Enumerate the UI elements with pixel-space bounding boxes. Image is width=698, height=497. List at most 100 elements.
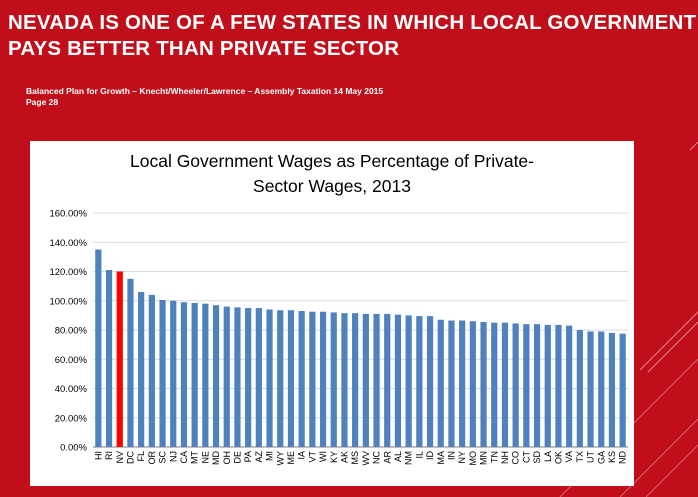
x-tick-label: NV	[115, 451, 125, 464]
x-tick-label: NY	[457, 451, 467, 464]
x-tick-label: NH	[500, 451, 510, 464]
bar-id	[426, 316, 434, 447]
bar-sc	[159, 300, 166, 447]
bar-wy	[277, 310, 284, 447]
source-line: Balanced Plan for Growth – Knecht/Wheele…	[26, 86, 384, 96]
bar-fl	[138, 291, 145, 447]
bar-ia	[298, 310, 305, 447]
bar-ma	[437, 319, 444, 447]
y-tick-label: 20.00%	[55, 413, 88, 424]
x-tick-label: OR	[147, 450, 157, 464]
bar-ga	[598, 331, 605, 447]
bar-mo	[469, 321, 476, 447]
bar-ny	[459, 320, 466, 447]
bar-nj	[170, 300, 177, 447]
x-tick-label: NJ	[168, 451, 178, 462]
x-tick-label: VT	[307, 451, 317, 463]
x-tick-label: IA	[297, 451, 307, 460]
bar-de	[234, 307, 241, 447]
bar-mt	[191, 302, 198, 447]
bar-pa	[245, 308, 252, 447]
page-number: Page 28	[26, 96, 59, 107]
bar-az	[255, 308, 262, 447]
bar-al	[394, 314, 402, 447]
x-tick-label: CO	[511, 451, 521, 465]
x-tick-label: DC	[125, 451, 135, 464]
x-tick-label: RI	[104, 451, 114, 460]
bar-or	[148, 294, 155, 447]
chart-container: Local Government Wages as Percentage of …	[30, 141, 634, 486]
bar-vt	[309, 311, 316, 447]
x-tick-label: KY	[329, 451, 339, 463]
x-tick-label: OH	[222, 451, 232, 465]
bar-tx	[576, 330, 583, 447]
y-tick-label: 0.00%	[60, 443, 87, 454]
bar-co	[512, 323, 519, 447]
x-tick-label: MN	[479, 451, 489, 465]
bar-ok	[555, 324, 562, 447]
y-tick-label: 100.00%	[49, 296, 87, 307]
x-tick-label: WV	[361, 451, 371, 466]
y-tick-label: 160.00%	[49, 209, 87, 220]
x-tick-label: WY	[275, 451, 285, 466]
slide-title: NEVADA IS ONE OF A FEW STATES IN WHICH L…	[8, 10, 698, 62]
bar-me	[287, 310, 295, 447]
x-tick-label: NM	[404, 451, 414, 465]
source-citation: Balanced Plan for Growth – Knecht/Wheele…	[26, 86, 383, 107]
x-tick-label: SC	[158, 451, 168, 464]
bar-wi	[319, 311, 327, 447]
x-tick-label: VA	[564, 451, 574, 462]
bar-il	[416, 316, 423, 447]
x-tick-label: FL	[136, 451, 146, 462]
x-tick-label: ME	[286, 451, 296, 465]
x-tick-label: CA	[179, 451, 189, 464]
bar-ne	[202, 303, 209, 447]
x-tick-label: MD	[211, 451, 221, 465]
bar-nc	[373, 313, 380, 447]
bar-chart: Local Government Wages as Percentage of …	[49, 151, 628, 466]
x-tick-label: IN	[446, 451, 456, 460]
x-tick-label: OK	[553, 451, 563, 464]
bar-ak	[341, 313, 348, 447]
x-tick-label: DE	[232, 451, 242, 464]
x-tick-label: LA	[543, 451, 553, 462]
x-tick-label: TX	[575, 451, 585, 463]
slide-title-line1: NEVADA IS ONE OF A FEW STATES IN WHICH L…	[8, 11, 697, 34]
x-tick-label: GA	[596, 451, 606, 464]
bar-in	[448, 320, 455, 447]
x-tick-label: MS	[350, 451, 360, 465]
bar-ks	[608, 332, 616, 447]
bar-md	[212, 305, 220, 447]
bar-nh	[501, 322, 509, 447]
x-tick-label: AK	[339, 451, 349, 463]
bar-ct	[523, 324, 530, 447]
y-tick-label: 60.00%	[55, 355, 88, 366]
bar-tn	[491, 322, 498, 447]
chart-title-line2: Sector Wages, 2013	[253, 176, 411, 196]
x-tick-label: NC	[372, 451, 382, 464]
bar-nd	[619, 333, 626, 447]
x-tick-label: KS	[607, 451, 617, 463]
x-tick-label: MA	[436, 451, 446, 465]
bar-hi	[95, 249, 102, 447]
bar-ky	[330, 312, 337, 447]
y-tick-label: 40.00%	[55, 384, 88, 395]
x-tick-label: AL	[393, 451, 403, 462]
bar-va	[566, 325, 573, 447]
x-tick-label: TN	[489, 451, 499, 463]
x-tick-label: SD	[532, 451, 542, 464]
x-tick-label: HI	[93, 451, 103, 460]
bar-wv	[362, 313, 369, 447]
bar-sd	[533, 324, 541, 447]
x-tick-label: AR	[382, 451, 392, 464]
x-tick-label: AZ	[254, 451, 264, 463]
chart-title-line1: Local Government Wages as Percentage of …	[130, 151, 534, 171]
x-tick-label: WI	[318, 451, 328, 462]
x-tick-label: MO	[468, 451, 478, 466]
bar-ar	[384, 313, 391, 447]
x-tick-label: CT	[521, 451, 531, 463]
bar-la	[544, 324, 551, 447]
slide-title-line2: PAYS BETTER THAN PRIVATE SECTOR	[8, 37, 400, 60]
bar-nv	[116, 271, 123, 447]
bar-oh	[223, 306, 230, 447]
